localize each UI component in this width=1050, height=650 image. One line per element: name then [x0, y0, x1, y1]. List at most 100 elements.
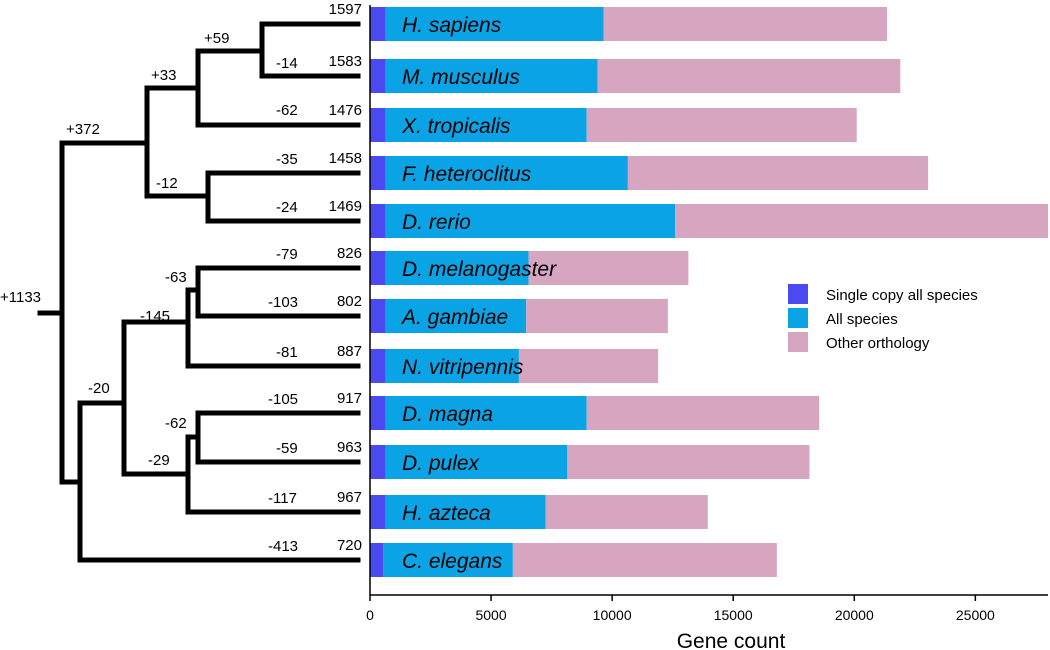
node-label-dmag: -105 — [268, 391, 298, 408]
bar-f-heteroclitus-series-0 — [370, 156, 386, 190]
count-label-f-heteroclitus: 1458 — [329, 150, 362, 167]
bar-c-elegans-series-0 — [370, 543, 384, 577]
node-label-root: +1133 — [0, 289, 41, 306]
bar-c-elegans-series-2 — [512, 543, 777, 577]
count-label-n-vitripennis: 887 — [337, 343, 362, 360]
species-label-x-tropicalis: X. tropicalis — [401, 115, 511, 138]
bar-d-pulex-series-0 — [370, 445, 386, 479]
bar-d-rerio-series-0 — [370, 204, 386, 238]
count-label-x-tropicalis: 1476 — [329, 102, 362, 119]
bar-m-musculus-series-0 — [370, 59, 386, 93]
x-tick-label-0: 0 — [366, 607, 374, 623]
species-labels: H. sapiens M. musculus X. tropicalis F. het… — [400, 14, 557, 573]
species-label-d-pulex: D. pulex — [402, 452, 481, 475]
species-label-c-elegans: C. elegans — [402, 550, 503, 573]
bar-d-magna-series-1 — [385, 396, 587, 430]
count-label-a-gambiae: 802 — [337, 293, 362, 310]
bar-h-azteca-series-1 — [385, 495, 546, 529]
bar-x-tropicalis-series-2 — [586, 108, 857, 142]
species-label-m-musculus: M. musculus — [402, 66, 520, 89]
count-label-c-elegans: 720 — [337, 537, 362, 554]
phylogenetic-tree — [37, 21, 361, 563]
count-label-d-rerio: 1469 — [329, 198, 362, 215]
bar-d-magna-series-2 — [586, 396, 820, 430]
x-axis: 0 5000 10000 15000 20000 25000 Gene count — [366, 5, 1048, 650]
bar-d-melanogaster-series-1 — [385, 251, 529, 285]
bar-h-sapiens-series-1 — [385, 7, 604, 41]
species-label-n-vitripennis: N. vitripennis — [402, 356, 524, 379]
legend-label-all-species: All species — [826, 311, 898, 328]
count-label-d-magna: 917 — [337, 390, 362, 407]
bar-f-heteroclitus-series-1 — [385, 156, 628, 190]
species-label-a-gambiae: A. gambiae — [400, 306, 508, 329]
node-label-mammals: +59 — [204, 30, 229, 47]
node-label-agam: -103 — [268, 294, 298, 311]
bar-n-vitripennis-series-2 — [518, 349, 659, 383]
legend: Single copy all species All species Othe… — [788, 284, 978, 352]
node-label-insects: -145 — [140, 308, 170, 325]
node-label-hazt: -117 — [268, 490, 297, 507]
species-label-h-azteca: H. azteca — [402, 502, 491, 525]
bar-d-pulex-series-1 — [385, 445, 568, 479]
bar-d-pulex-series-2 — [567, 445, 810, 479]
species-label-h-sapiens: H. sapiens — [402, 14, 502, 37]
legend-swatch-other-orthology — [788, 332, 808, 352]
legend-label-other-orthology: Other orthology — [826, 335, 930, 352]
x-tick-label-15000: 15000 — [714, 607, 753, 623]
x-tick-label-20000: 20000 — [835, 607, 874, 623]
species-label-d-rerio: D. rerio — [402, 211, 471, 234]
bar-n-vitripennis-series-1 — [385, 349, 519, 383]
bar-h-azteca-series-0 — [370, 495, 386, 529]
bar-m-musculus-series-1 — [385, 59, 598, 93]
species-label-f-heteroclitus: F. heteroclitus — [402, 163, 532, 186]
bar-a-gambiae-series-2 — [526, 299, 668, 333]
count-label-m-musculus: 1583 — [329, 53, 362, 70]
count-label-d-melanogaster: 826 — [337, 245, 362, 262]
bar-d-melanogaster-series-0 — [370, 251, 386, 285]
node-label-tetrapods: +33 — [151, 67, 176, 84]
bar-h-azteca-series-2 — [545, 495, 708, 529]
bar-m-musculus-series-2 — [597, 59, 901, 93]
species-label-d-magna: D. magna — [402, 403, 493, 426]
node-label-drer: -24 — [276, 199, 298, 216]
node-label-crustaceans: -29 — [148, 452, 170, 469]
species-label-d-melanogaster: D. melanogaster — [402, 258, 557, 281]
bars-layer — [370, 7, 1048, 577]
node-label-vertebrates: +372 — [66, 121, 100, 138]
node-label-dpul: -59 — [276, 440, 298, 457]
bar-d-magna-series-0 — [370, 396, 386, 430]
bar-h-sapiens-series-2 — [603, 7, 887, 41]
x-tick-label-10000: 10000 — [593, 607, 632, 623]
bar-a-gambiae-series-1 — [385, 299, 527, 333]
bar-d-melanogaster-series-2 — [528, 251, 689, 285]
node-label-xtrop: -62 — [276, 102, 298, 119]
tree-node-labels: +1133 +372 +33 +59 -14 -62 -12 -35 -24 -… — [0, 30, 298, 555]
bar-x-tropicalis-series-0 — [370, 108, 386, 142]
bar-d-rerio-series-1 — [385, 204, 676, 238]
bar-d-rerio-series-2 — [675, 204, 1048, 238]
node-label-protostomes: -20 — [88, 380, 110, 397]
bar-a-gambiae-series-0 — [370, 299, 386, 333]
node-label-nvit: -81 — [276, 344, 298, 361]
count-label-h-azteca: 967 — [337, 489, 362, 506]
gene-count-labels: 1597 1583 1476 1458 1469 826 802 887 917 963 967 72… — [329, 1, 362, 554]
node-label-cele: -413 — [268, 538, 298, 555]
x-axis-title: Gene count — [677, 630, 786, 650]
bar-x-tropicalis-series-1 — [385, 108, 587, 142]
node-label-daphnia: -62 — [165, 415, 187, 432]
legend-label-single-copy: Single copy all species — [826, 287, 978, 304]
count-label-d-pulex: 963 — [337, 439, 362, 456]
legend-swatch-all-species — [788, 308, 808, 328]
bar-c-elegans-series-1 — [383, 543, 513, 577]
x-tick-label-25000: 25000 — [956, 607, 995, 623]
bar-f-heteroclitus-series-2 — [627, 156, 929, 190]
node-label-fish: -12 — [156, 175, 178, 192]
bar-h-sapiens-series-0 — [370, 7, 386, 41]
x-axis-ticks: 0 5000 10000 15000 20000 25000 — [366, 595, 995, 623]
legend-swatch-single-copy — [788, 284, 808, 304]
count-label-h-sapiens: 1597 — [329, 1, 362, 18]
node-label-mmus: -14 — [276, 55, 298, 72]
bar-n-vitripennis-series-0 — [370, 349, 386, 383]
